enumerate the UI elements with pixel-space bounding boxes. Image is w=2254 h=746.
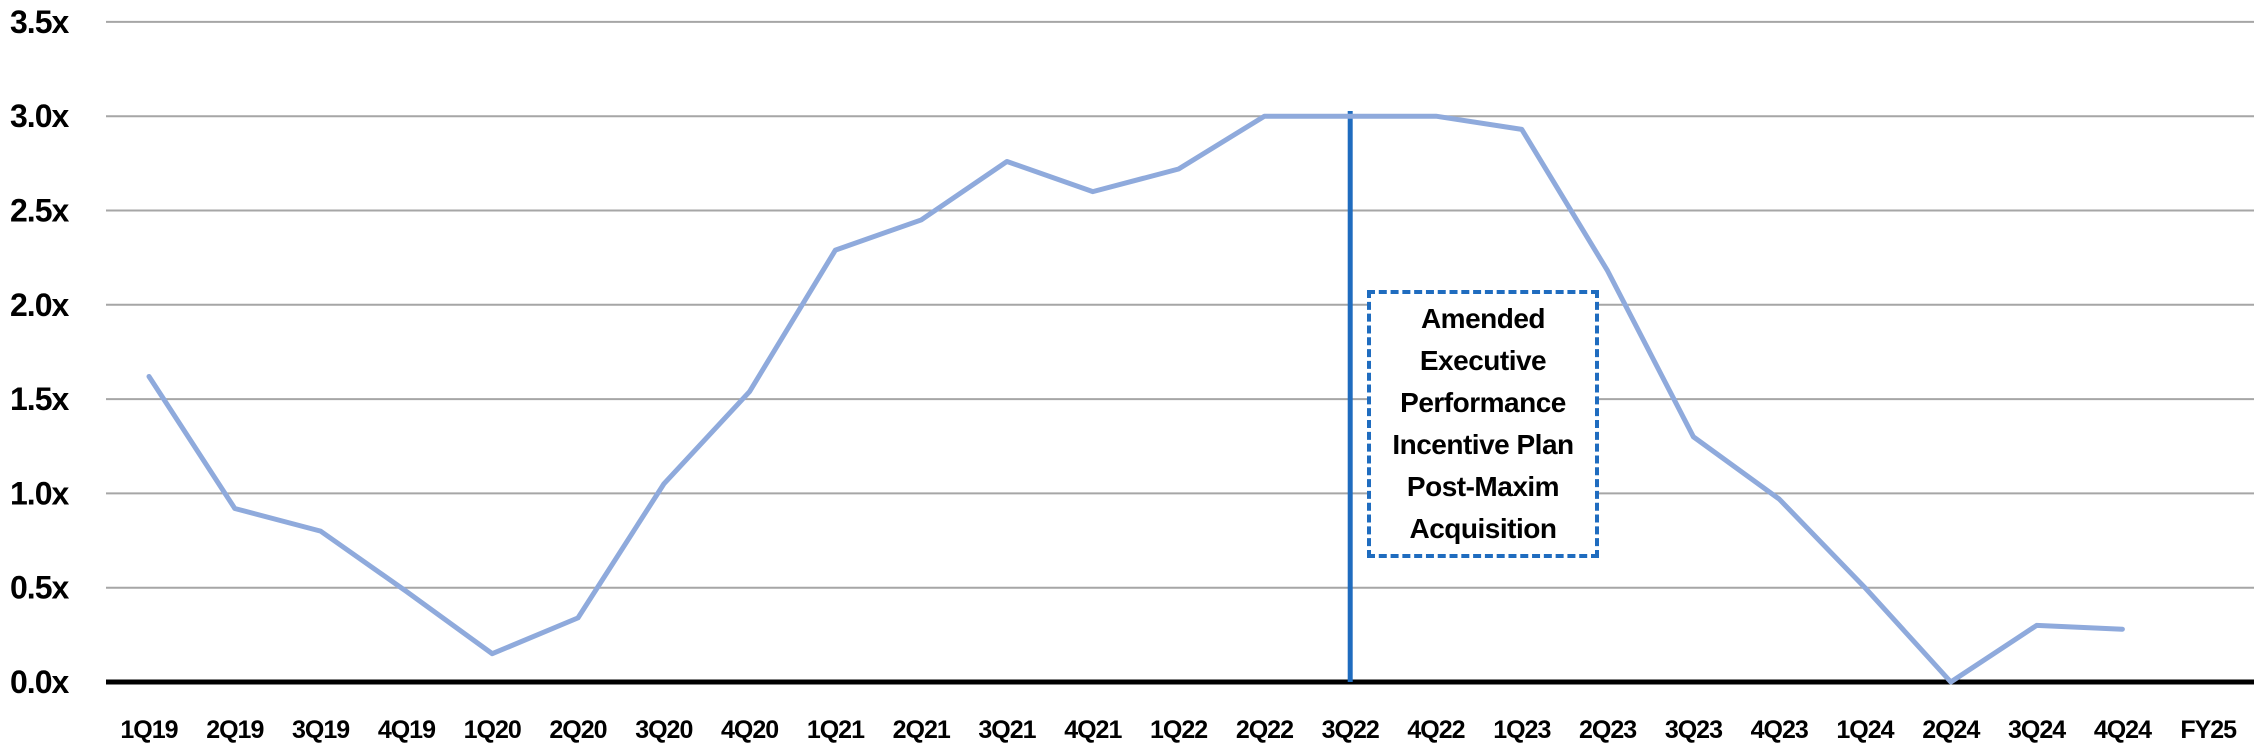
x-tick-label: 1Q21 (807, 716, 865, 744)
x-tick-label: 4Q21 (1064, 716, 1122, 744)
x-tick-label: 3Q21 (978, 716, 1036, 744)
annotation-text-line: Post-Maxim (1406, 471, 1560, 502)
y-tick-label: 3.0x (10, 98, 69, 134)
annotation-text-line: Amended (1420, 303, 1546, 334)
x-tick-label: 4Q20 (721, 716, 778, 744)
y-tick-label: 3.5x (10, 4, 69, 40)
x-tick-label: 2Q22 (1236, 716, 1293, 744)
annotation-text-line: Executive (1419, 345, 1547, 376)
x-tick-label: 1Q22 (1150, 716, 1207, 744)
x-tick-label: 2Q19 (206, 716, 263, 744)
y-tick-label: 0.0x (10, 664, 69, 700)
x-tick-label: 4Q24 (2094, 716, 2152, 744)
annotation-text-line: Acquisition (1409, 513, 1557, 544)
y-tick-label: 1.0x (10, 475, 69, 511)
x-tick-label: 1Q24 (1836, 716, 1894, 744)
y-tick-label: 0.5x (10, 570, 69, 606)
x-tick-label: 3Q19 (292, 716, 349, 744)
x-tick-label: 3Q22 (1322, 716, 1379, 744)
x-tick-label: 2Q23 (1579, 716, 1636, 744)
x-tick-label: 4Q23 (1751, 716, 1808, 744)
x-tick-label: 3Q24 (2008, 716, 2066, 744)
x-tick-label: 2Q21 (893, 716, 951, 744)
x-tick-label: 3Q20 (635, 716, 692, 744)
x-tick-label: 1Q19 (120, 716, 177, 744)
x-tick-label: 2Q24 (1922, 716, 1980, 744)
annotation-text-line: Performance (1400, 387, 1566, 418)
y-tick-label: 2.0x (10, 287, 69, 323)
x-tick-label: 2Q20 (549, 716, 606, 744)
series-line (146, 113, 2125, 685)
y-tick-label: 2.5x (10, 193, 69, 229)
x-tick-label: FY25 (2180, 716, 2237, 744)
annotation-text-line: Incentive Plan (1392, 429, 1574, 460)
x-tick-label: 4Q19 (378, 716, 435, 744)
y-tick-label: 1.5x (10, 381, 69, 417)
x-tick-label: 4Q22 (1407, 716, 1464, 744)
x-tick-label: 1Q23 (1493, 716, 1550, 744)
annotation-box: Amended Executive Performance Incentive … (1367, 290, 1599, 558)
x-tick-label: 1Q20 (464, 716, 521, 744)
x-tick-label: 3Q23 (1665, 716, 1722, 744)
